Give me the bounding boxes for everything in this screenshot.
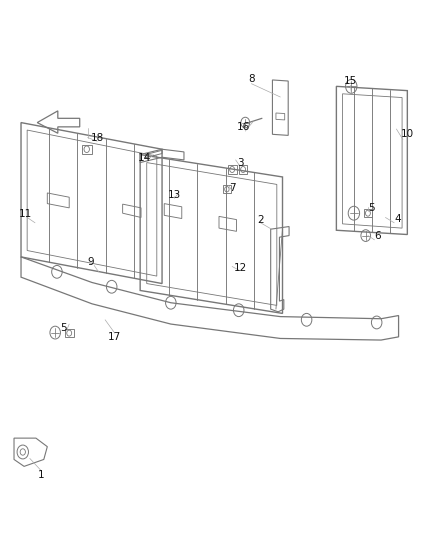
- Text: 11: 11: [19, 209, 32, 219]
- Text: 7: 7: [229, 183, 236, 192]
- Text: 17: 17: [108, 332, 121, 342]
- Text: 4: 4: [394, 214, 401, 223]
- Text: 2: 2: [257, 215, 264, 224]
- Text: 6: 6: [374, 231, 381, 240]
- Text: 8: 8: [248, 74, 255, 84]
- Text: 3: 3: [237, 158, 244, 167]
- Text: 14: 14: [138, 154, 151, 163]
- Text: 10: 10: [401, 130, 414, 139]
- Text: 18: 18: [91, 133, 104, 142]
- Text: 16: 16: [237, 122, 250, 132]
- Text: 15: 15: [344, 76, 357, 86]
- Text: 5: 5: [368, 203, 375, 213]
- Text: 9: 9: [88, 257, 95, 267]
- Text: 12: 12: [233, 263, 247, 272]
- Text: 1: 1: [38, 471, 45, 480]
- Text: 13: 13: [168, 190, 181, 199]
- Text: 5: 5: [60, 323, 67, 333]
